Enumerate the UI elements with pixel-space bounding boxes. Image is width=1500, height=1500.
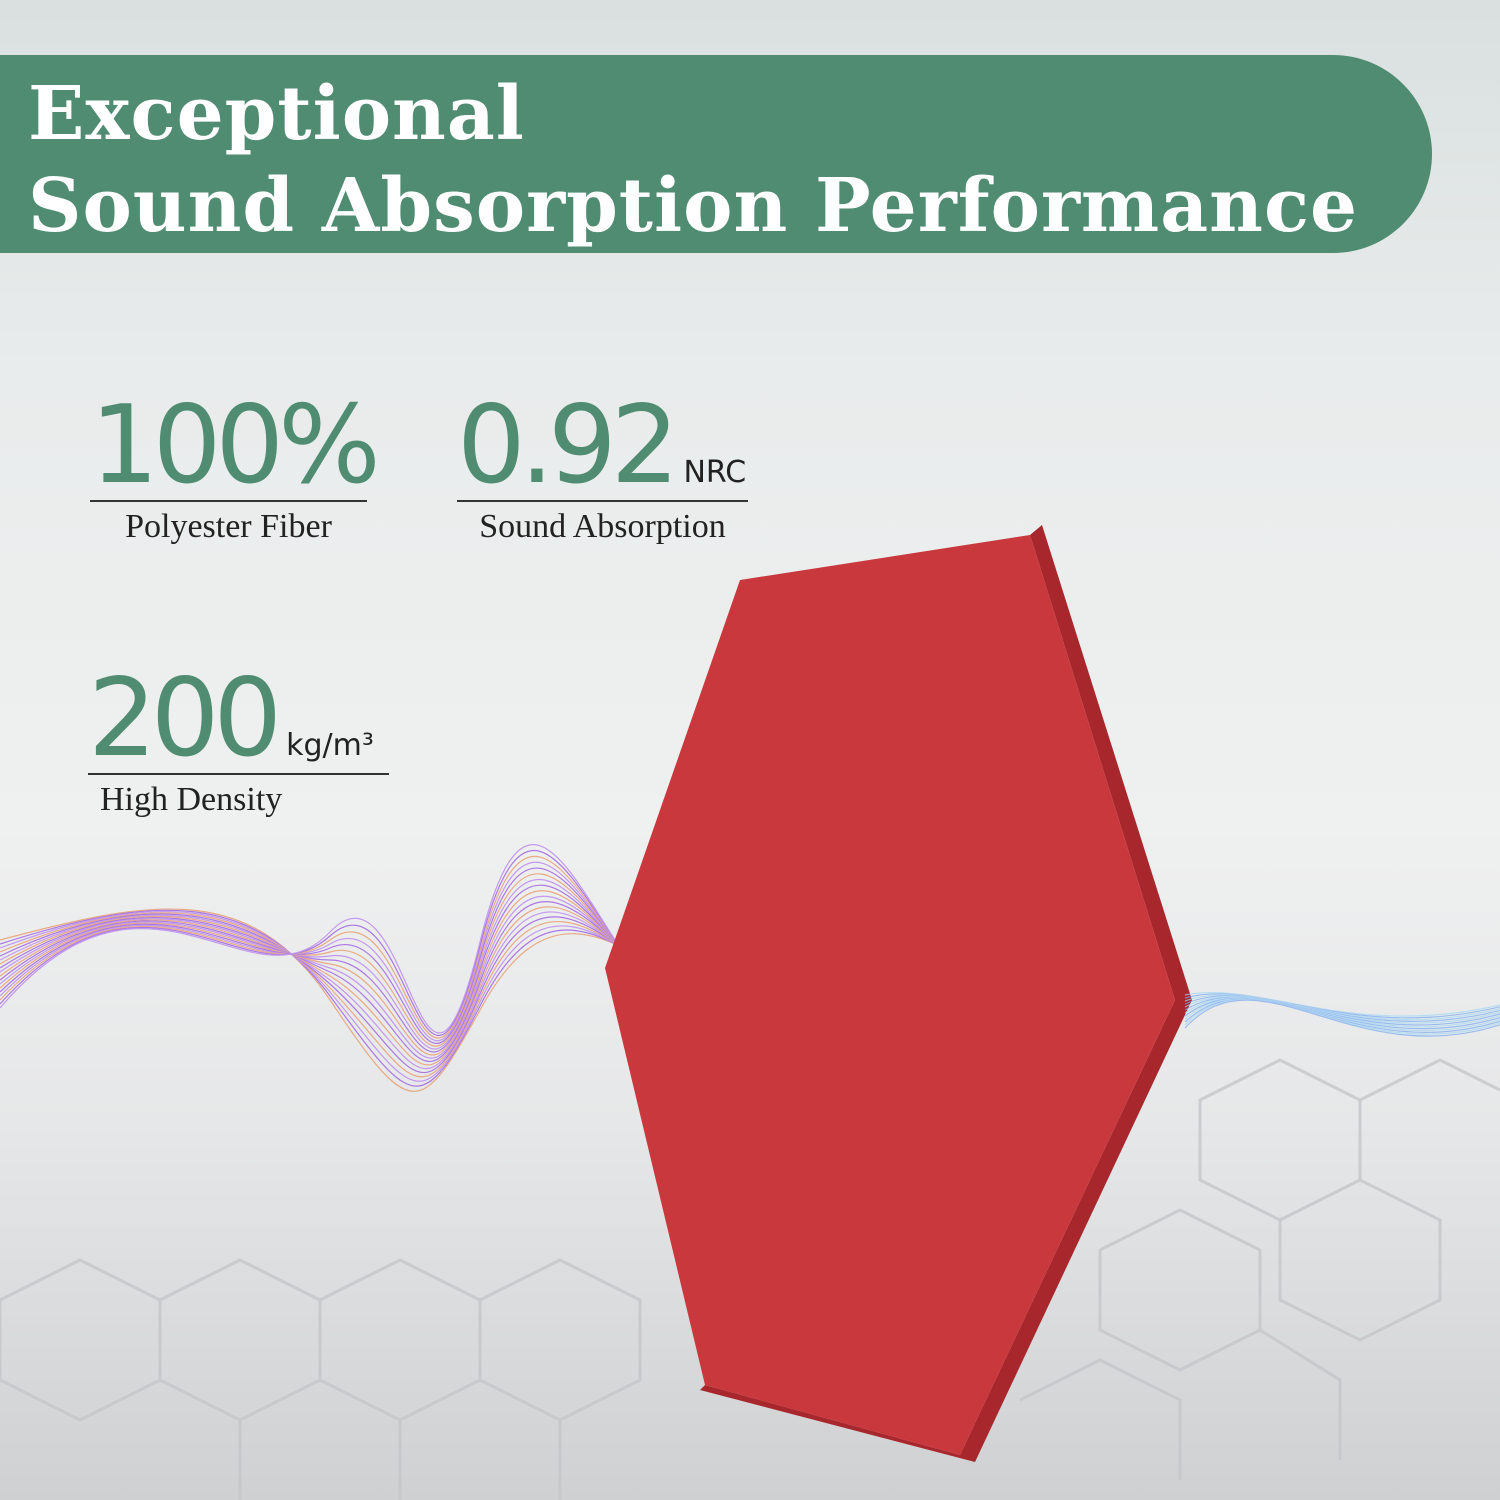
- stat-label: Sound Absorption: [479, 508, 726, 545]
- stat-density: 200 kg/m³ High Density: [88, 665, 389, 819]
- stat-value: 0.92: [457, 383, 679, 508]
- headline: Exceptional Sound Absorption Performance: [28, 68, 1358, 252]
- wave-line: [1184, 999, 1500, 1037]
- stat-nrc: 0.92 NRC Sound Absorption: [457, 392, 748, 546]
- stat-label: High Density: [100, 781, 283, 818]
- hex-floor-pattern: [0, 1058, 1500, 1500]
- stat-unit: NRC: [683, 455, 747, 490]
- stat-value: 100%: [90, 383, 381, 508]
- title-banner: [0, 55, 1432, 253]
- headline-line-2: Sound Absorption Performance: [28, 163, 1359, 249]
- stat-polyester: 100% Polyester Fiber: [90, 392, 381, 546]
- stat-unit: kg/m³: [286, 728, 374, 763]
- panel-face: [605, 535, 1175, 1455]
- divider: [457, 500, 748, 502]
- stat-label: Polyester Fiber: [125, 508, 332, 545]
- hexagon-panel: [605, 525, 1192, 1462]
- panel-edge: [700, 525, 1192, 1462]
- stat-value: 200: [88, 656, 282, 781]
- sound-waves-right: [1184, 991, 1500, 1037]
- divider: [88, 773, 389, 775]
- headline-line-1: Exceptional: [28, 71, 525, 157]
- divider: [90, 500, 367, 502]
